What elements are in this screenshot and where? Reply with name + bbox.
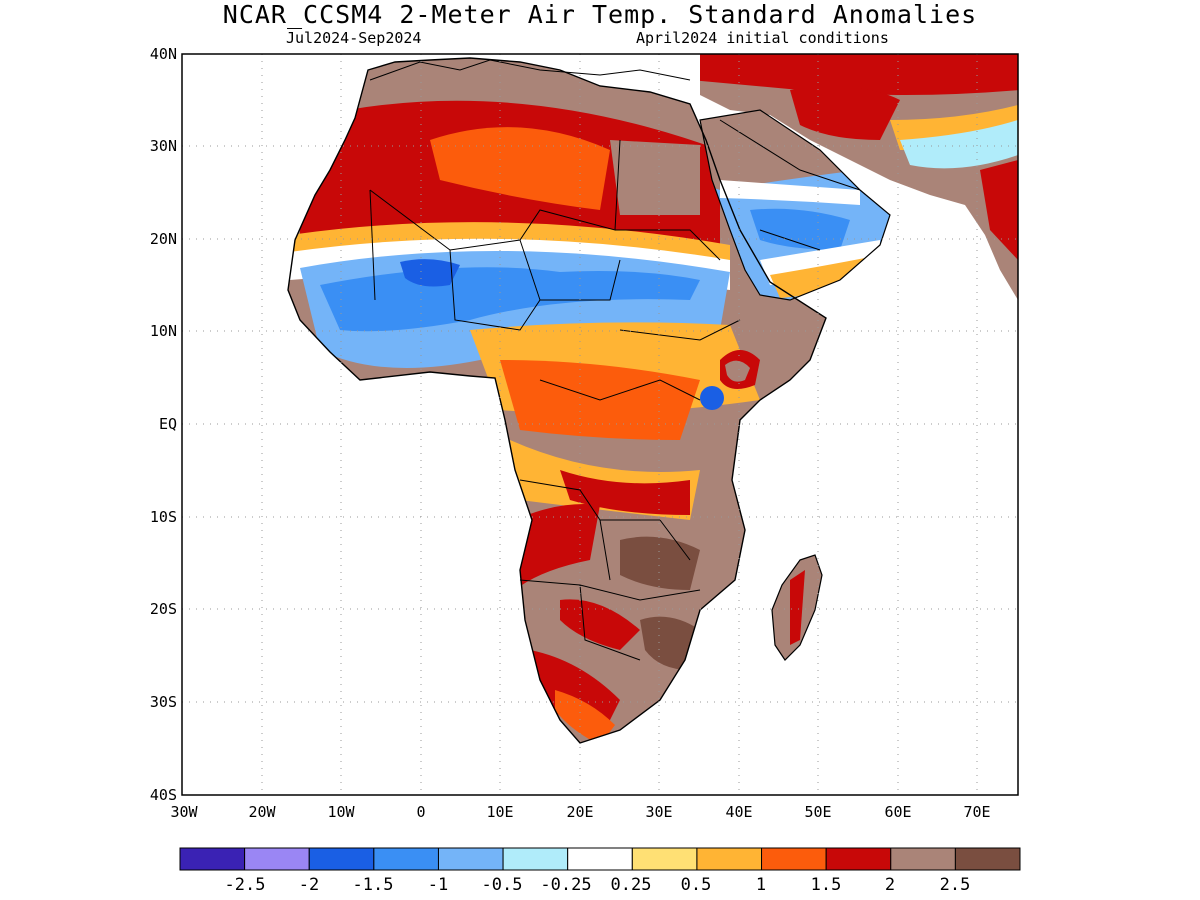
lon-label: 60E xyxy=(884,803,911,821)
colorbar-segment xyxy=(179,847,246,871)
colorbar-label: -2 xyxy=(299,875,319,895)
colorbar-label: -1 xyxy=(428,875,448,895)
europe-coastline xyxy=(369,59,691,81)
latitude-axis: 40N 30N 20N 10N EQ 10S 20S 30S 40S xyxy=(150,45,177,804)
colorbar-label: 0.5 xyxy=(681,875,712,895)
lon-label: 70E xyxy=(963,803,990,821)
colorbar-segment xyxy=(825,847,892,871)
colorbar-segment xyxy=(890,847,956,871)
country-borders xyxy=(369,119,861,661)
lon-label: 10W xyxy=(327,803,355,821)
colorbar xyxy=(179,847,1021,871)
lon-label: 30E xyxy=(645,803,672,821)
colorbar-label: -0.25 xyxy=(540,875,591,895)
colorbar-label: 0.25 xyxy=(611,875,652,895)
lat-label: 40S xyxy=(150,786,177,804)
lat-label: 40N xyxy=(150,45,177,63)
colorbar-label: -2.5 xyxy=(225,875,266,895)
valid-period: Jul2024-Sep2024 xyxy=(286,29,422,47)
colorbar-segment xyxy=(308,847,375,871)
colorbar-segment xyxy=(567,847,633,871)
colorbar-label: 2 xyxy=(885,875,895,895)
lat-label: 30N xyxy=(150,137,177,155)
colorbar-label: 2.5 xyxy=(940,875,971,895)
colorbar-segment xyxy=(373,847,439,871)
colorbar-segment xyxy=(502,847,569,871)
lon-label: 50E xyxy=(804,803,831,821)
arabia-coastline xyxy=(699,109,891,301)
colorbar-label: 1.5 xyxy=(811,875,842,895)
lat-label: 20N xyxy=(150,230,177,248)
lat-label: 10N xyxy=(150,322,177,340)
colorbar-segment xyxy=(696,847,763,871)
longitude-axis: 30W 20W 10W 0 10E 20E 30E 40E 50E 60E 70… xyxy=(170,803,990,821)
colorbar-label: 1 xyxy=(756,875,766,895)
initial-conditions: April2024 initial conditions xyxy=(636,29,889,47)
colorbar-segment xyxy=(954,847,1021,871)
colorbar-segment xyxy=(631,847,698,871)
lat-label: 10S xyxy=(150,508,177,526)
colorbar-labels: -2.5 -2 -1.5 -1 -0.5 -0.25 0.25 0.5 1 1.… xyxy=(225,875,971,895)
lon-label: 20E xyxy=(566,803,593,821)
lon-label: 20W xyxy=(248,803,276,821)
colorbar-segment xyxy=(244,847,310,871)
lon-label: 30W xyxy=(170,803,198,821)
africa-coastline xyxy=(287,57,827,744)
map-frame xyxy=(181,53,1019,796)
colorbar-segment xyxy=(437,847,504,871)
map-title: NCAR_CCSM4 2-Meter Air Temp. Standard An… xyxy=(222,0,978,29)
colorbar-segment xyxy=(761,847,827,871)
lat-label: 30S xyxy=(150,693,177,711)
colorbar-label: -0.5 xyxy=(482,875,523,895)
lat-label: EQ xyxy=(159,415,177,433)
lon-label: 0 xyxy=(416,803,425,821)
lon-label: 40E xyxy=(725,803,752,821)
lat-label: 20S xyxy=(150,600,177,618)
lon-label: 10E xyxy=(486,803,513,821)
map-area xyxy=(182,54,1018,795)
colorbar-label: -1.5 xyxy=(353,875,394,895)
